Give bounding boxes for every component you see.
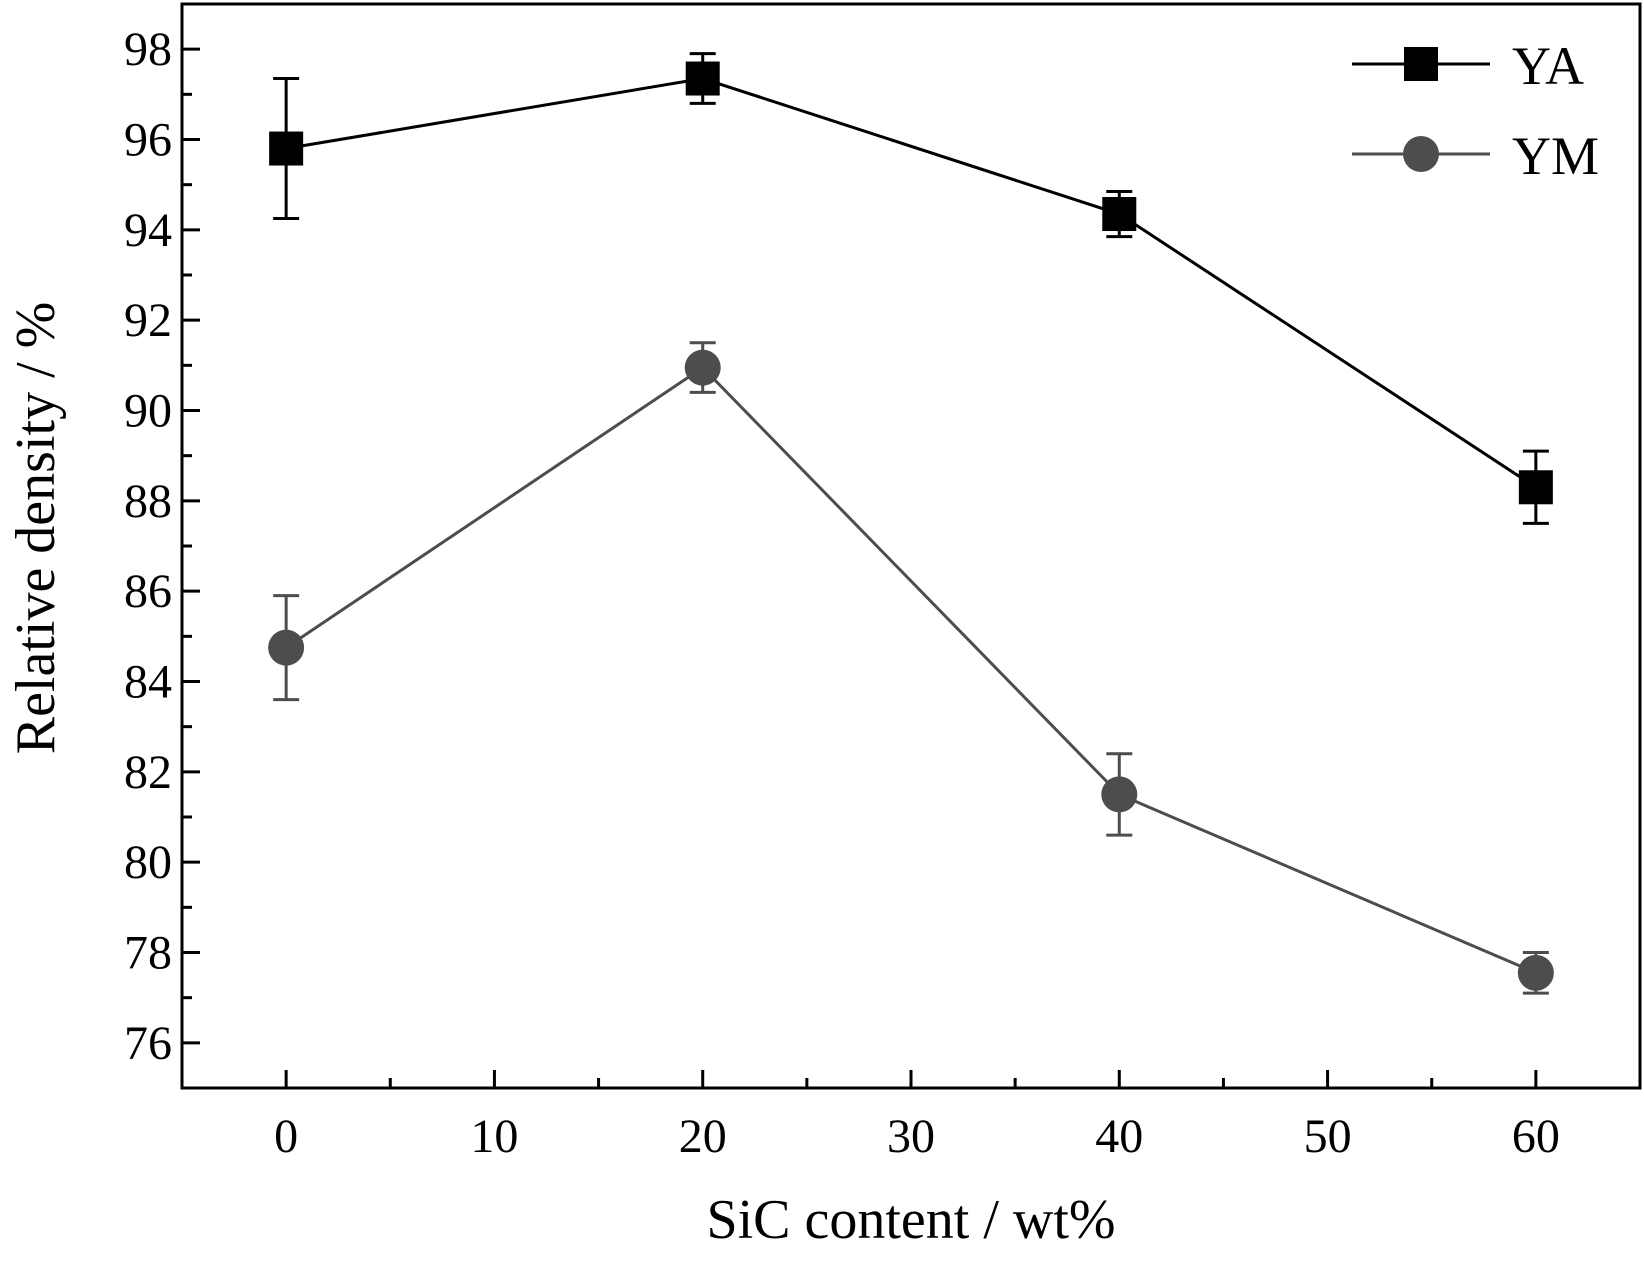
x-axis-title: SiC content / wt% [706,1189,1115,1251]
series-line [285,76,1537,489]
x-tick-label: 60 [1512,1110,1560,1163]
y-tick-label: 76 [124,1017,172,1070]
legend-marker [1403,136,1439,172]
data-point [684,349,721,386]
y-tick-label: 98 [124,23,172,76]
y-tick-label: 82 [124,746,172,799]
data-point [1101,776,1138,813]
data-point [1518,470,1553,505]
y-tick-label: 78 [124,927,172,980]
y-tick-label: 94 [124,204,172,257]
x-tick-label: 30 [887,1110,935,1163]
x-tick-label: 10 [470,1110,518,1163]
legend-label: YA [1512,36,1584,96]
x-tick-label: 20 [679,1110,727,1163]
x-tick-label: 0 [274,1110,298,1163]
legend-item-ym: YM [1352,126,1599,186]
y-tick-label: 96 [124,114,172,167]
data-point [268,629,305,666]
y-tick-label: 84 [124,656,172,709]
series-layer [268,52,1554,995]
series-ym [268,341,1554,995]
data-point [1102,197,1137,232]
y-axis-title: Relative density / % [5,302,67,755]
legend-marker [1404,47,1438,81]
legend-item-ya: YA [1352,36,1584,96]
y-tick-label: 80 [124,836,172,889]
series-ya [269,52,1553,525]
legend: YA YM [1352,36,1599,186]
y-tick-label: 90 [124,385,172,438]
x-tick-label: 40 [1095,1110,1143,1163]
x-tick-label: 50 [1304,1110,1352,1163]
data-point [685,61,720,96]
series-line [285,365,1537,975]
y-tick-label: 92 [124,294,172,347]
y-axis: 76 78 80 82 84 86 88 90 92 94 96 98 [124,2,200,1090]
y-tick-label: 86 [124,565,172,618]
data-point [269,131,304,166]
y-tick-label: 88 [124,475,172,528]
legend-label: YM [1512,126,1599,186]
data-point [1517,954,1554,991]
x-axis: 0 10 20 30 40 50 60 [274,1070,1642,1163]
